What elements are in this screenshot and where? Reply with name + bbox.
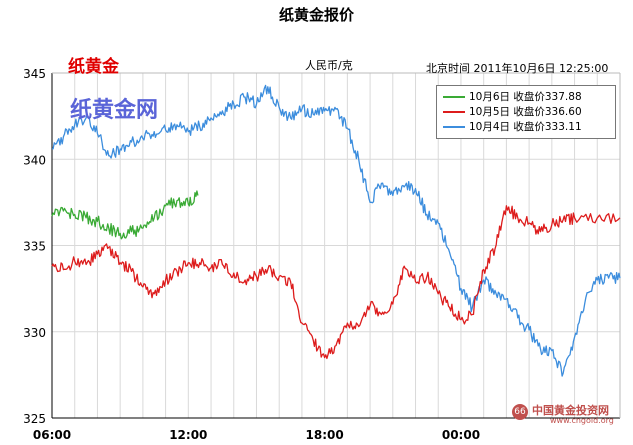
legend-label-oct6: 10月6日 收盘价337.88	[469, 91, 582, 103]
chart-legend: 10月6日 收盘价337.88 10月5日 收盘价336.60 10月4日 收盘…	[436, 85, 616, 139]
legend-swatch-oct6	[443, 96, 465, 98]
y-tick-label: 345	[23, 67, 46, 81]
unit-label: 人民币/克	[305, 59, 353, 72]
chart-series	[51, 84, 621, 377]
brand-label: 纸黄金	[68, 57, 119, 77]
watermark-text: 纸黄金网	[70, 98, 159, 123]
legend-swatch-oct4	[443, 126, 465, 128]
y-tick-label: 340	[23, 153, 46, 167]
x-tick-label: 18:00	[306, 428, 344, 442]
x-tick-label: 06:00	[33, 428, 71, 442]
legend-swatch-oct5	[443, 111, 465, 113]
logo-mark-icon: 66	[512, 404, 528, 420]
timestamp-label: 北京时间 2011年10月6日 12:25:00	[426, 62, 609, 75]
legend-item-oct5: 10月5日 收盘价336.60	[443, 104, 582, 118]
logo-name: 中国黄金投资网	[532, 404, 609, 417]
logo-url: www.cngold.org	[550, 416, 614, 425]
series-line-1	[51, 205, 621, 360]
y-tick-label: 330	[23, 326, 46, 340]
legend-item-oct4: 10月4日 收盘价333.11	[443, 119, 582, 133]
chart-axes	[51, 72, 621, 419]
y-tick-label: 335	[23, 240, 46, 254]
y-tick-label: 325	[23, 412, 46, 426]
site-logo: 66 中国黄金投资网 www.cngold.org	[512, 402, 628, 430]
x-tick-label: 00:00	[442, 428, 480, 442]
chart-title: 纸黄金报价	[278, 6, 354, 24]
x-tick-label: 12:00	[169, 428, 207, 442]
chart-tick-labels: 325 330 335 340 345 06:00 12:00 18:00 00:00	[23, 67, 480, 442]
legend-label-oct5: 10月5日 收盘价336.60	[469, 106, 582, 118]
series-line-2	[51, 84, 621, 377]
legend-item-oct6: 10月6日 收盘价337.88	[443, 89, 582, 103]
series-line-0	[51, 190, 199, 240]
legend-label-oct4: 10月4日 收盘价333.11	[469, 121, 582, 133]
